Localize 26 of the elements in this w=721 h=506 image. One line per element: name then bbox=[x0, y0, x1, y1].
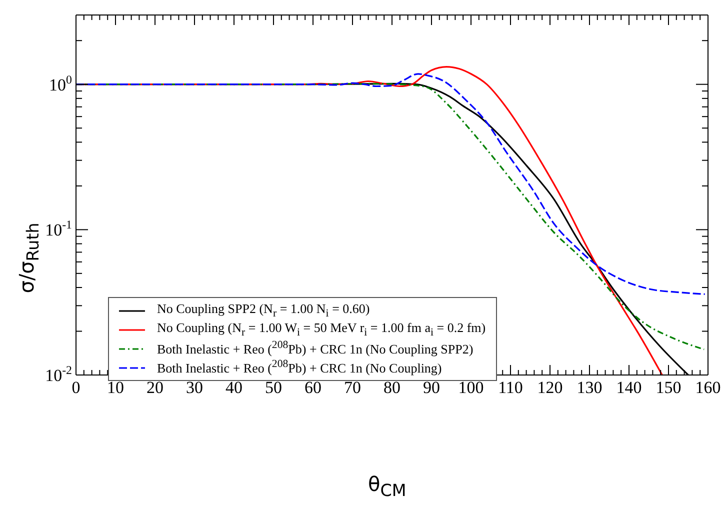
x-tick-label: 100 bbox=[458, 378, 484, 397]
x-tick-label: 160 bbox=[695, 378, 721, 397]
x-tick-label: 60 bbox=[304, 378, 322, 397]
x-tick-label: 70 bbox=[344, 378, 361, 397]
legend-label: Both Inelastic + Reo ($^{208}$Pb) + CRC 1n (No Coupling) bbox=[157, 358, 442, 377]
y-tick-label: 10$^{-2}$ bbox=[45, 363, 72, 385]
y-tick-label: 10$^{0}$ bbox=[49, 72, 72, 94]
legend-label: Both Inelastic + Reo ($^{208}$Pb) + CRC 1n (No Coupling SPP2) bbox=[157, 339, 474, 358]
line-series bbox=[76, 73, 706, 295]
x-tick-label: 90 bbox=[423, 378, 440, 397]
x-tick-label: 0 bbox=[72, 378, 80, 397]
x-tick-label: 140 bbox=[616, 378, 642, 397]
x-tick-label: 80 bbox=[384, 378, 400, 397]
x-tick-label: 110 bbox=[498, 378, 523, 397]
x-tick-label: 30 bbox=[186, 378, 203, 397]
x-axis-title: θ$_{CM}$ bbox=[368, 472, 406, 500]
x-tick-label: 20 bbox=[146, 378, 164, 397]
x-tick-label: 50 bbox=[265, 378, 282, 397]
x-tick-label: 40 bbox=[226, 378, 242, 397]
x-tick-label: 10 bbox=[107, 378, 124, 397]
x-tick-label: 130 bbox=[576, 378, 602, 397]
x-tick-label: 150 bbox=[656, 378, 682, 397]
legend-label: No Coupling SPP2 (N$_{r}$ = 1.00 N$_{i}$ = 0.60) bbox=[157, 301, 370, 320]
text: No Coupling (N$_{r}$ = 1.00 W$_{i}$ = 50 MeV r$_{i}$ = 1.00 fm a$_{i}$ = 0.2 fm) bbox=[157, 320, 486, 339]
y-tick-label: 10$^{-1}$ bbox=[45, 218, 72, 240]
x-tick-label: 120 bbox=[537, 378, 563, 397]
